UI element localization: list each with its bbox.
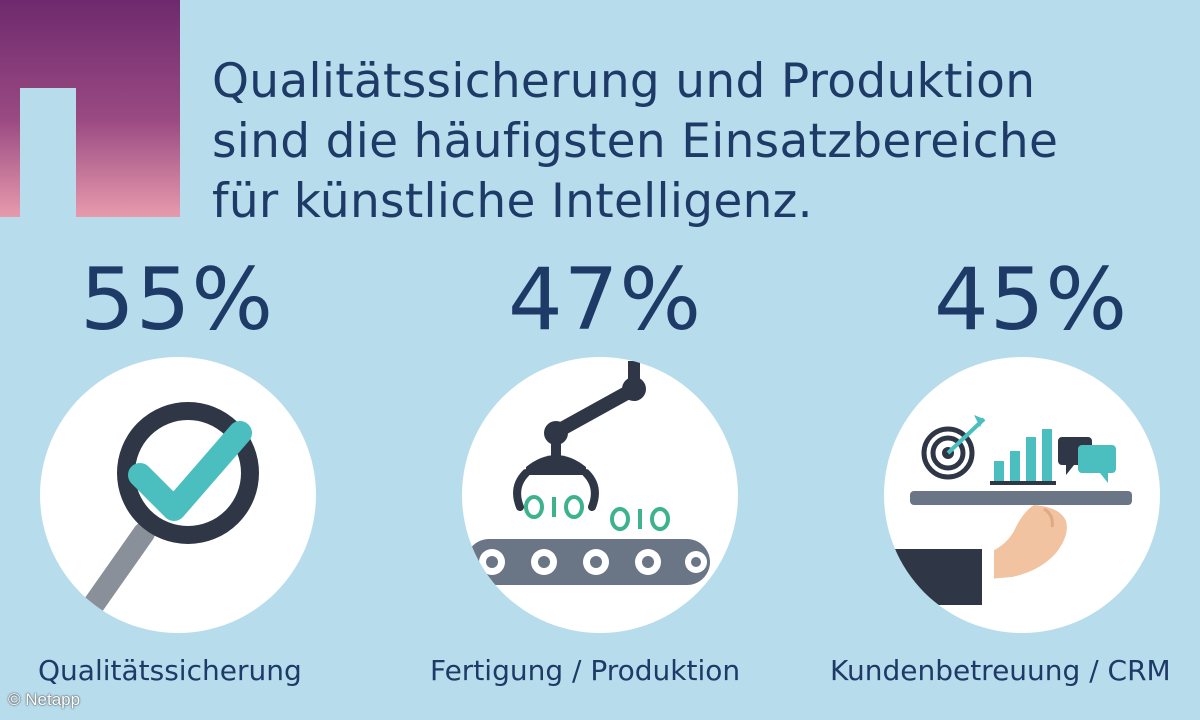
brand-logo-notch <box>20 88 76 217</box>
brand-logo-block <box>0 0 180 217</box>
headline-line-1: Qualitätssicherung und Produktion <box>212 54 1036 109</box>
headline-line-3: für künstliche Intelligenz. <box>212 174 813 229</box>
robot-arm-conveyor-icon <box>466 361 710 585</box>
stat-fertigung: 47% <box>508 250 703 350</box>
label-fertigung: Fertigung / Produktion <box>430 654 741 687</box>
icon-circle-fertigung <box>462 357 738 633</box>
headline: Qualitätssicherung und Produktion sind d… <box>212 52 1200 232</box>
stat-qualitaetssicherung: 55% <box>80 250 275 350</box>
icon-circle-kundenbetreuung <box>884 357 1160 633</box>
stat-kundenbetreuung: 45% <box>934 250 1129 350</box>
headline-line-2: sind die häufigsten Einsatzbereiche <box>212 114 1059 169</box>
image-credit: © Netapp <box>8 690 81 709</box>
service-tray-icon <box>884 415 1132 605</box>
icon-circle-qualitaetssicherung <box>40 357 316 633</box>
label-qualitaetssicherung: Qualitätssicherung <box>38 654 302 687</box>
magnifier-check-icon <box>81 402 259 618</box>
label-kundenbetreuung: Kundenbetreuung / CRM <box>830 654 1171 687</box>
